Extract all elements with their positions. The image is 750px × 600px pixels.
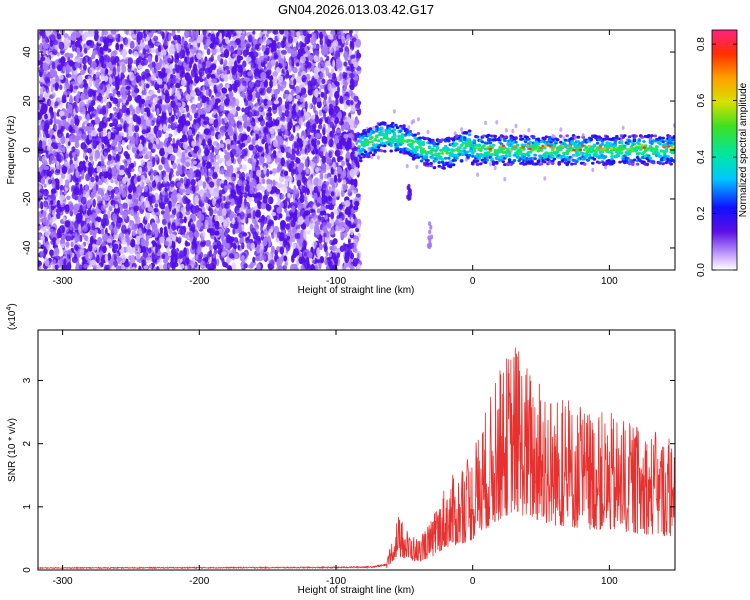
- snr-scale-base: (x10: [7, 310, 18, 330]
- spectrogram-y-label: Frequency (Hz): [6, 116, 17, 185]
- colorbar: 0.0 0.2 0.4 0.6 0.8 Normalized spectral ampl…: [696, 29, 749, 277]
- x-tick-label: 100: [601, 276, 618, 287]
- heatmap-region-outlier: [426, 221, 434, 250]
- y-tick-label: 20: [22, 95, 33, 107]
- snr-x-label: Height of straight line (km): [298, 585, 415, 596]
- colorbar-tick-label: 0.4: [696, 150, 707, 164]
- snr-scale-label: (x104): [6, 303, 18, 330]
- y-tick-label: 3: [22, 377, 33, 383]
- y-tick-label: 1: [22, 504, 33, 510]
- y-tick-label: -20: [22, 191, 33, 206]
- colorbar-tick-label: 0.0: [696, 263, 707, 277]
- x-tick-label: -100: [326, 276, 346, 287]
- y-tick-label: 0: [22, 147, 33, 153]
- colorbar-tick-label: 0.8: [696, 37, 707, 51]
- heatmap-region-signal-track: [357, 109, 675, 182]
- y-tick-label: 0: [22, 567, 33, 573]
- heatmap-region-signal-peak: [475, 144, 675, 152]
- colorbar-tick-label: 0.2: [696, 206, 707, 220]
- x-tick-label: 0: [470, 276, 476, 287]
- heatmap-layer: [38, 30, 675, 270]
- x-tick-label: 100: [601, 576, 618, 587]
- heatmap-region-noise: [38, 30, 362, 270]
- colorbar-label: Normalized spectral amplitude: [738, 82, 749, 217]
- spectrogram-x-ticks: -300 -200 -100 0 100: [53, 30, 618, 287]
- x-tick-label: 0: [470, 576, 476, 587]
- colorbar-gradient: [712, 30, 737, 270]
- x-tick-label: -200: [189, 576, 209, 587]
- colorbar-ticks: 0.0 0.2 0.4 0.6 0.8: [696, 37, 737, 277]
- colorbar-frame: [711, 29, 738, 271]
- colorbar-tick-label: 0.6: [696, 93, 707, 107]
- snr-scale-exp: 4: [6, 307, 13, 311]
- heatmap-region-outlier: [406, 183, 413, 201]
- y-tick-label: 40: [22, 46, 33, 58]
- snr-y-ticks: 0 1 2 3: [22, 377, 675, 573]
- spectrogram-x-label: Height of straight line (km): [298, 285, 415, 296]
- x-tick-label: -300: [53, 576, 73, 587]
- spectrogram-y-ticks: -40 -20 0 20 40: [22, 46, 675, 255]
- x-tick-label: -200: [189, 276, 209, 287]
- y-tick-label: -40: [22, 240, 33, 255]
- x-tick-label: -300: [53, 276, 73, 287]
- snr-frame: [37, 329, 676, 571]
- snr-y-label: SNR (10 * v/v): [7, 418, 18, 482]
- snr-panel: -300 -200 -100 0 100 0 1 2 3 Height of straight…: [6, 303, 676, 596]
- snr-x-ticks: -300 -200 -100 0 100: [53, 330, 618, 587]
- figure-title: GN04.2026.013.03.42.G17: [278, 2, 434, 17]
- x-tick-label: -100: [326, 576, 346, 587]
- y-tick-label: 2: [22, 440, 33, 446]
- snr-series-line: [38, 347, 675, 570]
